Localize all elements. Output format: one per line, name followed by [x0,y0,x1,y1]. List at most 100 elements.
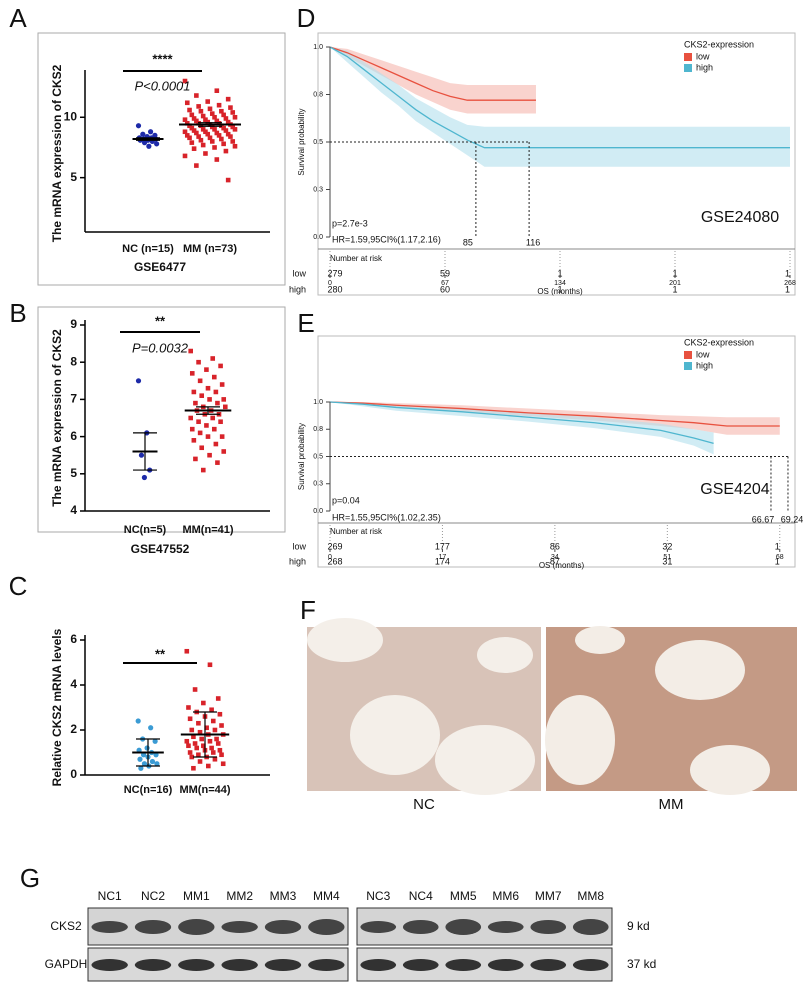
hazard-ratio: HR=1.59,95CI%(1.17,2.16) [332,234,441,244]
survival-curve [329,401,780,427]
risk-count: 1 [785,268,790,278]
risk-count: 86 [550,541,560,551]
data-point [189,112,195,118]
risk-count: 268 [327,556,342,566]
y-tick-label: 0.0 [313,508,323,515]
data-point [193,400,198,406]
y-tick-label: 4 [70,503,77,517]
data-point [191,765,196,771]
data-point [135,718,141,724]
data-point [191,146,197,151]
band [445,919,482,935]
risk-row-label: low [292,541,306,551]
lane-label: MM8 [577,889,604,903]
data-point [205,119,211,125]
risk-count: 59 [440,268,450,278]
y-tick-label: 4 [70,677,77,691]
blot-box [87,907,349,946]
data-point [196,720,201,726]
x-tick-label: 134 [554,280,566,287]
band [487,959,524,971]
data-point [221,449,227,454]
median-label: 66.67 [752,514,775,524]
dataset-name: GSE24080 [701,209,779,226]
risk-count: 31 [662,556,672,566]
ihc-space [435,725,535,795]
median-label: 69.24 [781,514,804,524]
panel-label: F [300,595,316,625]
data-point [194,93,199,98]
data-point [212,127,217,132]
risk-count: 1 [672,268,677,278]
risk-count: 32 [662,541,672,551]
data-point [214,118,220,124]
lane-label: MM1 [183,889,210,903]
data-point [189,371,195,376]
data-point [189,754,195,760]
row-label: CKS2 [50,919,82,933]
data-point [197,430,203,436]
data-point [189,140,195,145]
data-point [220,761,226,767]
y-tick-label: 0.3 [313,186,323,193]
data-point [201,700,206,706]
data-point [214,736,219,742]
category-label: NC(n=5) [124,524,167,536]
risk-count: 1 [672,284,677,294]
data-point [205,434,211,439]
band [264,959,302,971]
data-point [214,157,220,162]
data-point [182,78,188,84]
panel-label: E [297,308,314,338]
risk-row-label: high [289,556,306,566]
data-point [184,121,190,126]
survival-curve [329,401,714,445]
data-point [213,441,219,447]
data-point [196,134,201,139]
data-point [184,133,190,138]
legend-title: CKS2-expression [684,39,754,49]
data-point [199,736,204,742]
panel-label: A [9,3,27,33]
data-point [197,378,203,384]
data-point [209,111,215,116]
data-point [191,438,197,443]
panel-frame [37,32,286,286]
data-point [187,107,192,113]
data-point [147,129,154,135]
risk-count: 60 [440,284,450,294]
data-point [219,136,224,142]
data-point [212,756,218,762]
lane-label: MM6 [492,889,519,903]
data-point [198,123,204,129]
y-tick-label: 9 [70,317,77,331]
hazard-ratio: HR=1.55,95CI%(1.02,2.35) [332,512,441,522]
band [264,920,302,934]
data-point [217,747,223,753]
dataset-title: GSE47552 [131,542,190,556]
data-point [187,716,193,722]
ihc-images [307,618,797,795]
data-point [203,117,208,122]
blot-box [87,947,349,982]
y-tick-label: 0.3 [313,481,323,488]
risk-title: Number at risk [330,254,383,263]
survival-curve [329,46,536,101]
lane-label: NC2 [141,889,165,903]
data-point [218,419,223,425]
data-point [211,426,217,432]
y-axis-label: Survival probability [297,108,306,175]
risk-count: 1 [775,541,780,551]
risk-count: 1 [775,556,780,566]
risk-row-label: low [292,268,306,278]
data-point [223,128,229,133]
y-axis-label: The mRNA expression of CKS2 [50,329,64,507]
survival-curve [329,46,790,149]
median-label: 85 [463,237,473,247]
data-point [192,687,198,692]
data-point [221,112,226,118]
risk-count: 279 [327,268,342,278]
y-tick-label: 5 [70,466,77,480]
legend-swatch [684,351,692,359]
